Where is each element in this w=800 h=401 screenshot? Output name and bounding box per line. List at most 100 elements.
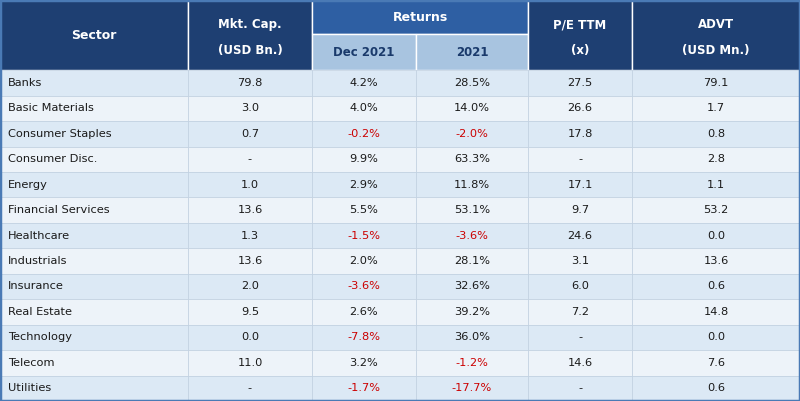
Bar bbox=[312, 121, 416, 146]
Bar bbox=[632, 248, 800, 274]
Text: 9.5: 9.5 bbox=[241, 307, 259, 317]
Text: 17.8: 17.8 bbox=[567, 129, 593, 139]
Bar bbox=[528, 0, 632, 70]
Bar bbox=[188, 70, 312, 95]
Bar bbox=[632, 70, 800, 95]
Text: 79.8: 79.8 bbox=[238, 78, 262, 88]
Text: 14.8: 14.8 bbox=[703, 307, 729, 317]
Text: Telecom: Telecom bbox=[8, 358, 54, 368]
Text: -: - bbox=[578, 332, 582, 342]
Text: 2.0%: 2.0% bbox=[350, 256, 378, 266]
Bar bbox=[312, 70, 416, 95]
Bar bbox=[0, 325, 188, 350]
Text: 63.3%: 63.3% bbox=[454, 154, 490, 164]
Text: 2.0: 2.0 bbox=[241, 282, 259, 292]
Text: 32.6%: 32.6% bbox=[454, 282, 490, 292]
Text: 11.0: 11.0 bbox=[238, 358, 262, 368]
Bar bbox=[416, 350, 528, 376]
Bar bbox=[0, 146, 188, 172]
Bar bbox=[0, 70, 188, 95]
Bar bbox=[528, 70, 632, 95]
Bar bbox=[632, 299, 800, 325]
Bar bbox=[312, 350, 416, 376]
Text: 0.6: 0.6 bbox=[707, 383, 725, 393]
Text: 79.1: 79.1 bbox=[703, 78, 729, 88]
Bar bbox=[312, 223, 416, 248]
Bar bbox=[632, 325, 800, 350]
Text: Returns: Returns bbox=[392, 10, 448, 24]
Bar bbox=[188, 223, 312, 248]
Bar bbox=[188, 121, 312, 146]
Text: -0.2%: -0.2% bbox=[347, 129, 381, 139]
Text: 2021: 2021 bbox=[456, 46, 488, 59]
Text: Consumer Disc.: Consumer Disc. bbox=[8, 154, 98, 164]
Text: 1.0: 1.0 bbox=[241, 180, 259, 190]
Text: -7.8%: -7.8% bbox=[347, 332, 381, 342]
Text: 0.7: 0.7 bbox=[241, 129, 259, 139]
Bar bbox=[632, 121, 800, 146]
Text: (USD Mn.): (USD Mn.) bbox=[682, 44, 750, 57]
Text: 4.0%: 4.0% bbox=[350, 103, 378, 113]
Text: 3.1: 3.1 bbox=[571, 256, 589, 266]
Text: Insurance: Insurance bbox=[8, 282, 64, 292]
Bar bbox=[416, 223, 528, 248]
Text: -3.6%: -3.6% bbox=[455, 231, 489, 241]
Text: 1.7: 1.7 bbox=[707, 103, 725, 113]
Text: 17.1: 17.1 bbox=[567, 180, 593, 190]
Bar bbox=[0, 299, 188, 325]
Bar bbox=[312, 325, 416, 350]
Bar bbox=[188, 172, 312, 197]
Text: 14.6: 14.6 bbox=[567, 358, 593, 368]
Bar bbox=[312, 197, 416, 223]
Bar bbox=[632, 350, 800, 376]
Text: 28.5%: 28.5% bbox=[454, 78, 490, 88]
Text: P/E TTM: P/E TTM bbox=[554, 18, 606, 31]
Bar bbox=[632, 376, 800, 401]
Text: -: - bbox=[578, 383, 582, 393]
Text: 1.3: 1.3 bbox=[241, 231, 259, 241]
Bar bbox=[0, 172, 188, 197]
Text: 36.0%: 36.0% bbox=[454, 332, 490, 342]
Text: 2.6%: 2.6% bbox=[350, 307, 378, 317]
Bar bbox=[188, 197, 312, 223]
Text: Basic Materials: Basic Materials bbox=[8, 103, 94, 113]
Bar bbox=[416, 146, 528, 172]
Bar bbox=[188, 146, 312, 172]
Text: 1.1: 1.1 bbox=[707, 180, 725, 190]
Bar bbox=[632, 274, 800, 299]
Bar bbox=[312, 376, 416, 401]
Text: (USD Bn.): (USD Bn.) bbox=[218, 44, 282, 57]
Text: 9.9%: 9.9% bbox=[350, 154, 378, 164]
Text: -1.5%: -1.5% bbox=[347, 231, 381, 241]
Bar bbox=[528, 350, 632, 376]
Bar bbox=[528, 146, 632, 172]
Bar bbox=[188, 248, 312, 274]
Text: Healthcare: Healthcare bbox=[8, 231, 70, 241]
Bar bbox=[632, 197, 800, 223]
Bar bbox=[632, 172, 800, 197]
Text: 24.6: 24.6 bbox=[567, 231, 593, 241]
Bar bbox=[528, 299, 632, 325]
Bar bbox=[312, 299, 416, 325]
Bar bbox=[528, 325, 632, 350]
Text: 2.9%: 2.9% bbox=[350, 180, 378, 190]
Bar bbox=[188, 350, 312, 376]
Text: 0.6: 0.6 bbox=[707, 282, 725, 292]
Bar bbox=[0, 95, 188, 121]
Bar bbox=[416, 197, 528, 223]
Bar bbox=[0, 350, 188, 376]
Text: 6.0: 6.0 bbox=[571, 282, 589, 292]
Bar bbox=[528, 248, 632, 274]
Bar bbox=[0, 197, 188, 223]
Bar bbox=[528, 376, 632, 401]
Text: 13.6: 13.6 bbox=[238, 256, 262, 266]
Bar bbox=[632, 146, 800, 172]
Text: -: - bbox=[248, 154, 252, 164]
Bar bbox=[416, 172, 528, 197]
Text: 26.6: 26.6 bbox=[567, 103, 593, 113]
Text: 53.2: 53.2 bbox=[703, 205, 729, 215]
Bar bbox=[312, 146, 416, 172]
Bar bbox=[0, 121, 188, 146]
Bar bbox=[632, 223, 800, 248]
Text: 7.6: 7.6 bbox=[707, 358, 725, 368]
